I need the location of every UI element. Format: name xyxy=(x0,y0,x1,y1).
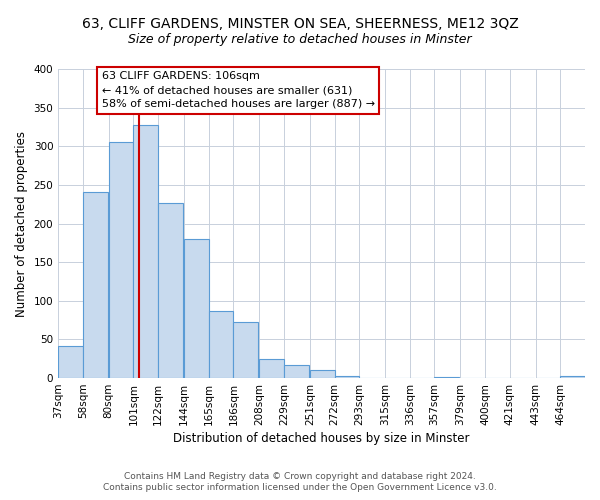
Bar xyxy=(184,239,209,378)
Text: 63 CLIFF GARDENS: 106sqm
← 41% of detached houses are smaller (631)
58% of semi-: 63 CLIFF GARDENS: 106sqm ← 41% of detach… xyxy=(101,72,375,110)
Y-axis label: Number of detached properties: Number of detached properties xyxy=(15,130,28,316)
Bar xyxy=(434,376,459,378)
Bar xyxy=(109,142,133,378)
Bar xyxy=(259,359,284,378)
Bar xyxy=(83,192,107,378)
Text: 63, CLIFF GARDENS, MINSTER ON SEA, SHEERNESS, ME12 3QZ: 63, CLIFF GARDENS, MINSTER ON SEA, SHEER… xyxy=(82,18,518,32)
Bar xyxy=(133,126,158,378)
Bar xyxy=(58,346,83,378)
Bar xyxy=(335,376,359,378)
Text: Contains HM Land Registry data © Crown copyright and database right 2024.: Contains HM Land Registry data © Crown c… xyxy=(124,472,476,481)
Bar xyxy=(158,202,183,378)
Bar xyxy=(560,376,585,378)
Text: Size of property relative to detached houses in Minster: Size of property relative to detached ho… xyxy=(128,32,472,46)
X-axis label: Distribution of detached houses by size in Minster: Distribution of detached houses by size … xyxy=(173,432,470,445)
Text: Contains public sector information licensed under the Open Government Licence v3: Contains public sector information licen… xyxy=(103,484,497,492)
Bar xyxy=(233,322,258,378)
Bar xyxy=(209,311,233,378)
Bar xyxy=(284,365,308,378)
Bar xyxy=(310,370,335,378)
